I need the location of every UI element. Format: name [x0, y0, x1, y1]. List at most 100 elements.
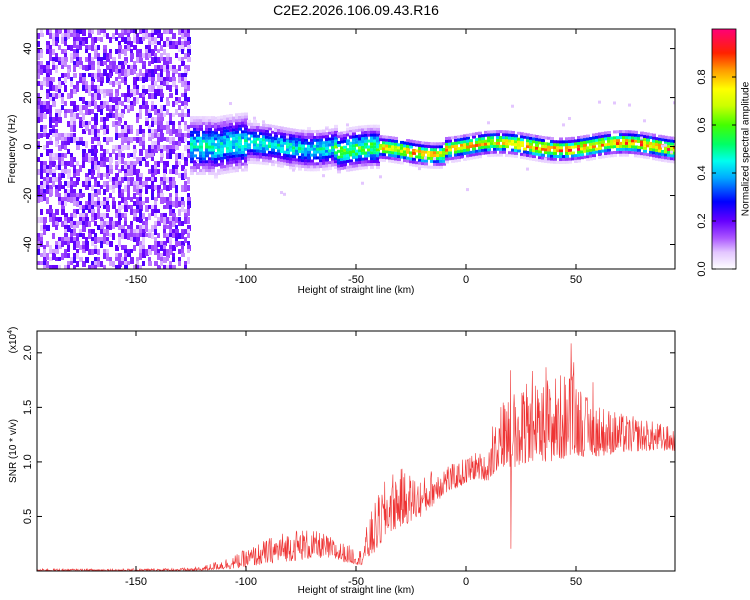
spectrogram-cell [589, 142, 593, 146]
spectrogram-cell [238, 115, 242, 119]
spectrogram-cell [232, 119, 236, 123]
spectrogram-cell [97, 85, 100, 92]
spectrogram-cell [283, 156, 287, 160]
spectrogram-cell [148, 153, 152, 158]
spectrogram-cell [169, 181, 173, 186]
spectrogram-cell [439, 165, 443, 169]
spectrogram-cell [502, 141, 506, 145]
spectrogram-cell [52, 221, 55, 227]
spectrogram-cell [184, 137, 187, 142]
spectrogram-cell [202, 119, 206, 123]
spectrogram-cell [319, 132, 323, 136]
spectrogram-cell [70, 157, 73, 163]
spectrogram-cell [223, 115, 227, 119]
spectrogram-cell [178, 73, 181, 80]
spectrogram-cell [49, 33, 53, 39]
colorbar-tick-label: 0.8 [696, 69, 708, 84]
spectrogram-cell [553, 146, 557, 150]
spectrogram-cell [652, 142, 656, 146]
spectrogram-cell [460, 149, 464, 153]
spectrogram-cell [523, 132, 527, 136]
spectrogram-cell [139, 49, 142, 54]
spectrogram-cell [82, 153, 86, 158]
spectrogram-cell [61, 205, 65, 211]
spectrogram-cell [49, 161, 52, 166]
spectrogram-cell [76, 137, 80, 143]
spectrogram-cell [667, 139, 671, 143]
spectrogram-cell [166, 225, 169, 229]
spectrogram-cell [118, 97, 121, 104]
spectrogram-cell [277, 137, 281, 141]
spectrogram-cell [325, 127, 328, 131]
spectrogram-cell [667, 136, 671, 140]
spectrogram-cell [529, 133, 533, 137]
spectrogram-cell [238, 148, 242, 152]
spectrogram-cell [97, 61, 100, 65]
spectrogram-cell [499, 150, 503, 154]
spectrogram-cell [163, 257, 167, 263]
spectrogram-cell [73, 181, 77, 187]
spectrogram-cell [256, 134, 260, 138]
spectrogram-cell [67, 197, 71, 202]
spectrogram-cell [361, 163, 365, 167]
spectrogram-cell [445, 139, 449, 143]
spectrogram-cell [460, 155, 464, 159]
spectrogram-cell [487, 136, 491, 140]
spectrogram-cell [160, 241, 164, 245]
spectrogram-cell [331, 157, 335, 161]
spectrogram-cell [157, 209, 160, 213]
spectrogram-cell [106, 225, 109, 230]
spectrogram-cell [109, 53, 112, 59]
spectrogram-cell [226, 120, 230, 124]
spectrogram-cell [286, 157, 290, 161]
spectrogram-cell [145, 221, 148, 227]
spectrogram-cell [364, 160, 368, 164]
spectrogram-cell [301, 138, 305, 142]
spectrogram-cell [163, 221, 167, 226]
spectrogram-cell [220, 153, 224, 157]
spectrogram-cell [175, 233, 178, 239]
spectrogram-cell [103, 161, 106, 167]
spectrogram-cell [157, 141, 160, 145]
spectrogram-cell [91, 169, 95, 175]
spectrogram-cell [286, 159, 290, 163]
spectrogram-cell [64, 193, 67, 200]
spectrogram-cell [139, 113, 142, 119]
spectrogram-cell [103, 233, 106, 240]
spectrogram-cell [58, 241, 61, 245]
spectrogram-cell [649, 136, 653, 140]
spectrogram-cell [622, 135, 626, 139]
spectrogram-cell [64, 181, 67, 186]
spectrogram-cell [94, 73, 98, 79]
spectrogram-cell [280, 138, 284, 142]
spectrogram-cell [322, 141, 326, 145]
spectrogram-cell [253, 140, 257, 144]
spectrogram-cell [169, 205, 172, 210]
spectrogram-cell [349, 162, 353, 166]
spectrogram-cell [121, 101, 124, 106]
spectrogram-cell [445, 151, 449, 155]
spectrogram-cell [85, 257, 89, 263]
spectrogram-cell [187, 201, 191, 208]
spectrogram-cell [556, 140, 560, 144]
spectrogram-cell [100, 57, 103, 62]
spectrogram-cell [328, 137, 332, 141]
spectrogram-cell [91, 93, 95, 99]
spectrogram-cell [82, 85, 86, 91]
spectrogram-cell [61, 161, 64, 166]
spectrogram-cell [148, 229, 152, 233]
spectrogram-cell [343, 154, 347, 158]
spectrogram-cell [580, 141, 584, 145]
spectrogram-cell [313, 135, 317, 139]
spectrogram-cell [64, 49, 67, 55]
spectrogram-cell [103, 153, 106, 158]
spectrogram-cell [97, 237, 101, 243]
spectrogram-cell [316, 150, 320, 154]
spectrogram-cell [361, 166, 365, 170]
spectrogram-cell [100, 37, 103, 42]
spectrogram-cell [334, 151, 338, 155]
spectrogram-cell [169, 29, 173, 34]
spectrogram-cell [70, 217, 73, 222]
spectrogram-cell [454, 156, 458, 160]
spectrogram-cell [121, 133, 124, 138]
